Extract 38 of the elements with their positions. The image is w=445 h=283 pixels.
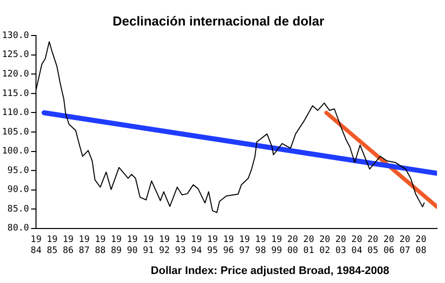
x-tick-label: 19 90: [126, 235, 138, 256]
x-tick-label: 20 08: [416, 235, 426, 256]
x-tick-label: 19 97: [239, 235, 250, 256]
x-tick-label: 19 93: [174, 235, 186, 256]
x-tick-label: 20 00: [287, 235, 298, 256]
x-tick-label: 19 88: [94, 235, 106, 256]
x-tick-label: 19 84: [30, 235, 42, 256]
x-tick-label: 20 02: [319, 235, 330, 256]
x-tick-label: 19 89: [110, 235, 122, 256]
x-tick-label: 19 96: [223, 235, 234, 256]
y-tick-label: 100.0: [2, 146, 30, 157]
y-tick-label: 95.0: [7, 166, 30, 176]
x-tick-label: 20 04: [351, 235, 362, 256]
x-tick-label: 19 87: [78, 235, 90, 256]
x-tick-label: 19 99: [271, 235, 282, 256]
y-tick-label: 80.0: [7, 224, 30, 234]
y-tick-label: 105.0: [2, 127, 30, 138]
y-tick-label: 125.0: [2, 50, 30, 60]
y-tick-label: 115.0: [2, 88, 30, 99]
x-tick-label: 20 07: [400, 235, 410, 256]
y-tick-label: 120.0: [2, 70, 30, 80]
y-tick-label: 85.0: [7, 204, 30, 214]
x-tick-label: 19 95: [207, 235, 218, 256]
y-tick-label: 110.0: [2, 108, 30, 118]
x-tick-label: 20 05: [367, 235, 378, 256]
x-tick-label: 19 86: [62, 235, 74, 256]
x-tick-label: 19 98: [255, 235, 266, 256]
x-tick-label: 20 01: [303, 235, 314, 256]
y-tick-label: 90.0: [7, 185, 30, 196]
x-tick-label: 19 85: [46, 235, 58, 256]
text: Dollar Index: Price adjusted Broad, 1984-2008: [150, 265, 390, 277]
y-tick-label: 130.0: [2, 30, 30, 41]
chart-title: Declinación internacional de dolar: [112, 13, 324, 28]
x-tick-label: 19 94: [191, 235, 202, 256]
x-tick-label: 20 06: [383, 235, 394, 256]
x-tick-label: 20 03: [335, 235, 346, 256]
x-tick-label: 19 92: [158, 235, 170, 256]
x-tick-label: 19 91: [142, 235, 154, 256]
